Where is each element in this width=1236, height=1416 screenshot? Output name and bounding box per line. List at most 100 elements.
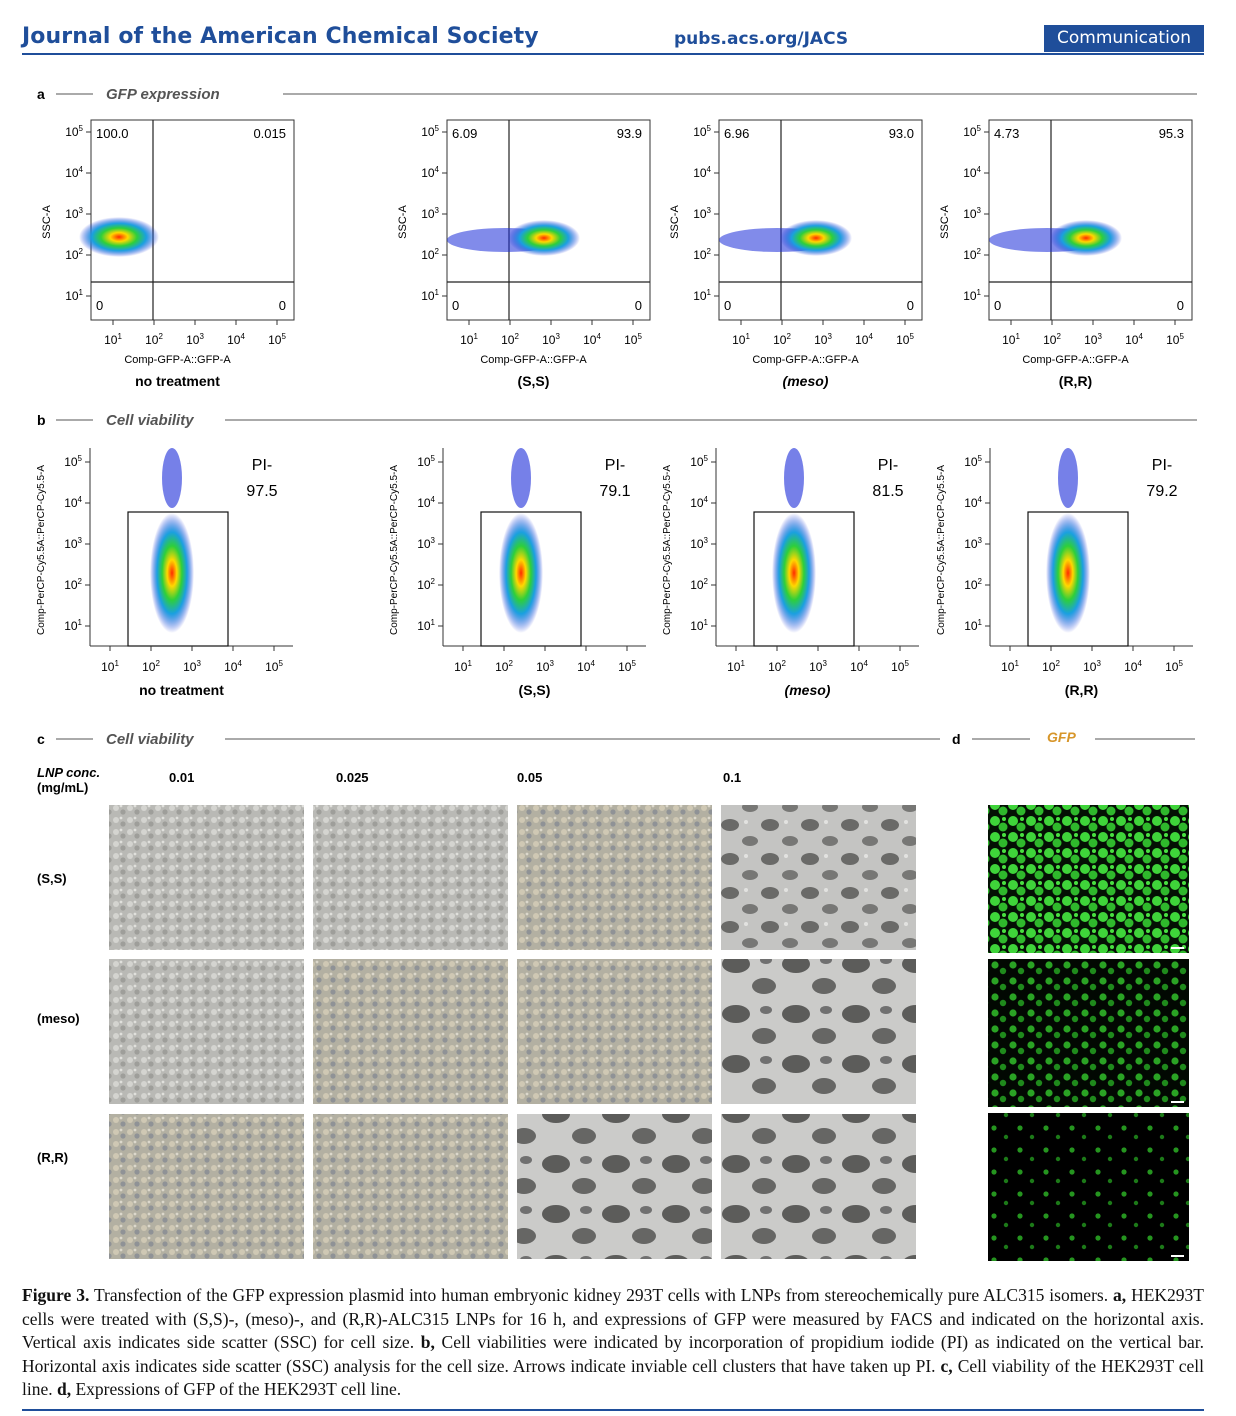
panel-c-title: Cell viability	[106, 731, 194, 748]
y-tick-label: 104	[690, 495, 708, 510]
x-tick-label: 105	[624, 332, 642, 347]
gate-name: PI-	[605, 457, 625, 474]
x-tick-label: 102	[142, 659, 160, 674]
x-tick-label: 105	[1166, 332, 1184, 347]
y-axis-label: Comp-PerCP-Cy5.5A::PerCP-Cy5.5-A	[936, 465, 947, 635]
x-tick-label: 102	[768, 659, 786, 674]
x-tick-label: 104	[583, 332, 601, 347]
caption-b-text: Cell viabilities were indicated by incor…	[22, 1332, 1204, 1376]
y-tick-label: 102	[964, 577, 982, 592]
y-tick-label: 103	[963, 206, 981, 221]
panel-b-header: b Cell viability	[37, 412, 1197, 429]
gate-value: 79.1	[599, 483, 630, 500]
x-tick-label: 101	[727, 659, 745, 674]
conc-label-2: (mg/mL)	[37, 780, 88, 795]
density-cloud	[499, 513, 543, 633]
gate-name: PI-	[252, 457, 272, 474]
condition-label: no treatment	[139, 682, 224, 698]
gfp-image-meso	[988, 959, 1189, 1107]
y-tick-label: 105	[65, 124, 83, 139]
quadrant-ul: 4.73	[994, 126, 1019, 141]
micrograph-meso-005	[517, 959, 712, 1104]
y-axis-label: Comp-PerCP-Cy5.5A::PerCP-Cy5.5-A	[389, 465, 400, 635]
micrograph-meso-001	[109, 959, 304, 1104]
x-tick-label: 105	[1165, 659, 1183, 674]
y-tick-label: 103	[421, 206, 439, 221]
y-tick-label: 101	[690, 618, 708, 633]
facs-plot-b-1: 105 104 103 102 101 101 102 103 104 105 PI- 79.1 Com…	[389, 448, 646, 698]
journal-title: Journal of the American Chemical Society	[22, 24, 539, 49]
x-axis-label: Comp-GFP-A::GFP-A	[1022, 354, 1129, 366]
panel-c-letter: c	[37, 731, 45, 747]
density-upper	[162, 448, 182, 508]
pi-negative-gate	[127, 511, 229, 647]
y-tick-label: 104	[65, 165, 83, 180]
y-tick-label: 102	[690, 577, 708, 592]
panel-b-letter: b	[37, 412, 46, 428]
x-tick-label: 103	[536, 659, 554, 674]
x-tick-label: 101	[732, 332, 750, 347]
y-tick-label: 104	[417, 495, 435, 510]
x-tick-label: 101	[104, 332, 122, 347]
caption-b-label: b,	[420, 1332, 435, 1352]
gfp-image-ss	[988, 805, 1189, 953]
quadrant-ur: 95.3	[1159, 126, 1184, 141]
x-tick-label: 101	[460, 332, 478, 347]
facs-plot-a-0: 105 104 103 102 101 101 102 103 104 105 100.0 0.015…	[41, 119, 295, 389]
panel-a-header: a GFP expression	[37, 86, 1197, 103]
density-cloud	[1050, 220, 1122, 256]
x-axis-label: Comp-GFP-A::GFP-A	[124, 354, 231, 366]
panel-a-title: GFP expression	[106, 86, 220, 103]
x-tick-label: 104	[850, 659, 868, 674]
x-tick-label: 103	[809, 659, 827, 674]
x-tick-label: 104	[227, 332, 245, 347]
density-upper	[784, 448, 804, 508]
conc-label-1: LNP conc.	[37, 765, 100, 780]
density-cloud	[1046, 513, 1090, 633]
journal-url[interactable]: pubs.acs.org/JACS	[674, 29, 849, 49]
y-tick-label: 102	[421, 247, 439, 262]
x-axis-label: Comp-GFP-A::GFP-A	[480, 354, 587, 366]
y-tick-label: 105	[693, 124, 711, 139]
x-tick-label: 103	[1083, 659, 1101, 674]
gate-value: 79.2	[1146, 483, 1177, 500]
quadrant-ll: 0	[724, 298, 731, 313]
quadrant-ll: 0	[452, 298, 459, 313]
y-tick-label: 104	[963, 165, 981, 180]
y-tick-label: 105	[421, 124, 439, 139]
article-type-badge: Communication	[1044, 25, 1204, 52]
caption-a-label: a,	[1113, 1285, 1127, 1305]
facs-plot-b-3: 105 104 103 102 101 101 102 103 104 105 PI- 79.2 Com…	[936, 448, 1193, 698]
y-tick-label: 103	[693, 206, 711, 221]
quadrant-ll: 0	[96, 298, 103, 313]
condition-label: no treatment	[135, 373, 220, 389]
micrograph-ss-0025	[313, 805, 508, 950]
x-tick-label: 101	[101, 659, 119, 674]
y-tick-label: 103	[964, 536, 982, 551]
facs-plot-b-2: 105 104 103 102 101 101 102 103 104 105 PI- 81.5 Com…	[662, 448, 919, 698]
x-tick-label: 101	[1001, 659, 1019, 674]
pi-negative-gate	[753, 511, 855, 647]
x-tick-label: 105	[891, 659, 909, 674]
condition-label: (R,R)	[1059, 373, 1092, 389]
caption-c-text: Cell viability of the HEK293T cell line.	[22, 1355, 1204, 1400]
y-tick-label: 103	[417, 536, 435, 551]
condition-label: (meso)	[783, 373, 829, 389]
y-axis-label: SSC-A	[669, 205, 681, 239]
y-tick-label: 105	[690, 454, 708, 469]
x-tick-label: 103	[542, 332, 560, 347]
y-tick-label: 105	[417, 454, 435, 469]
condition-label: (S,S)	[518, 373, 550, 389]
density-cloud	[508, 220, 580, 256]
density-upper	[511, 448, 531, 508]
quadrant-ur: 93.0	[889, 126, 914, 141]
x-tick-label: 102	[1042, 659, 1060, 674]
gate-name: PI-	[878, 457, 898, 474]
y-tick-label: 104	[64, 495, 82, 510]
x-tick-label: 104	[1124, 659, 1142, 674]
panel-c-header: c Cell viability	[37, 731, 940, 748]
y-tick-label: 101	[64, 618, 82, 633]
y-tick-label: 101	[964, 618, 982, 633]
y-tick-label: 101	[417, 618, 435, 633]
y-axis-label: Comp-PerCP-Cy5.5A::PerCP-Cy5.5-A	[662, 465, 673, 635]
